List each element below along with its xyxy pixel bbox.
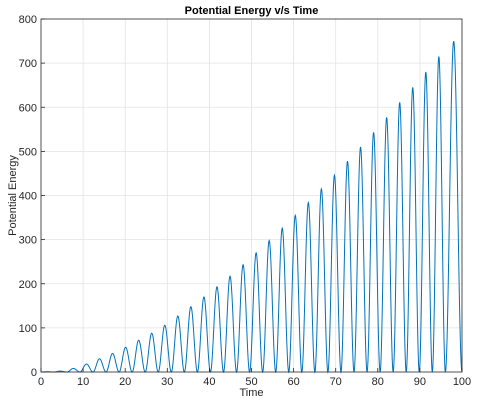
x-tick-label: 40 — [203, 376, 215, 388]
x-axis-title: Time — [239, 387, 263, 399]
x-axis-ticks: 0 10 20 30 40 50 60 70 80 90 100 — [38, 368, 471, 388]
y-tick-label: 200 — [19, 279, 37, 291]
chart-title: Potential Energy v/s Time — [185, 5, 319, 17]
x-tick-label: 60 — [287, 376, 299, 388]
y-tick-label: 600 — [19, 102, 37, 114]
y-tick-label: 0 — [31, 367, 37, 379]
x-tick-label: 10 — [77, 376, 89, 388]
x-tick-label: 100 — [453, 376, 471, 388]
y-axis-title: Potential Energy — [7, 155, 19, 236]
y-tick-label: 300 — [19, 235, 37, 247]
y-tick-label: 800 — [19, 14, 37, 26]
x-tick-label: 50 — [245, 376, 257, 388]
y-tick-label: 700 — [19, 58, 37, 70]
y-axis-ticks: 0 100 200 300 400 500 600 700 800 — [19, 14, 45, 379]
x-tick-label: 0 — [38, 376, 44, 388]
x-tick-label: 30 — [161, 376, 173, 388]
y-tick-label: 100 — [19, 323, 37, 335]
x-tick-label: 80 — [372, 376, 384, 388]
x-tick-label: 90 — [414, 376, 426, 388]
x-tick-label: 20 — [119, 376, 131, 388]
x-tick-label: 70 — [330, 376, 342, 388]
y-tick-label: 500 — [19, 146, 37, 158]
y-tick-label: 400 — [19, 191, 37, 203]
